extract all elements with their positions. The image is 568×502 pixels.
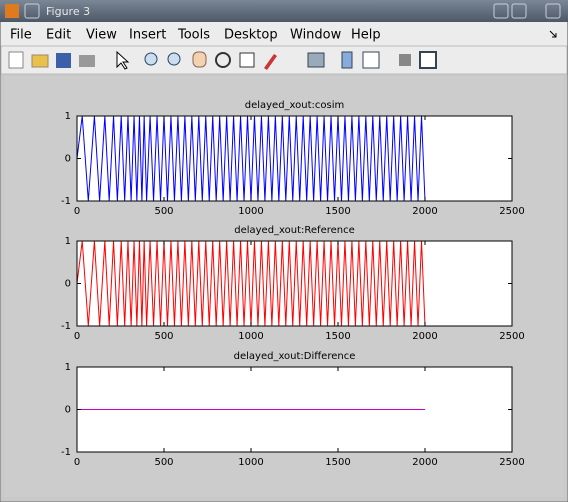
tool-colorbar[interactable]	[341, 51, 353, 69]
tool-rotate[interactable]	[215, 52, 231, 68]
tool-print[interactable]	[79, 55, 95, 67]
x-tick-label: 2000	[412, 206, 437, 217]
tool-zoom-out[interactable]	[167, 52, 181, 66]
tool-new[interactable]	[8, 51, 24, 69]
x-tick-label: 0	[74, 457, 80, 468]
menu-item[interactable]: Tools	[177, 28, 210, 43]
menu-bar	[1, 22, 567, 46]
minimize-button[interactable]	[493, 3, 509, 19]
x-tick-label: 1500	[325, 206, 350, 217]
y-tick-label: 1	[65, 362, 71, 373]
menu-item[interactable]: File	[10, 28, 32, 43]
x-tick-label: 0	[74, 206, 80, 217]
y-tick-label: -1	[61, 321, 71, 332]
y-tick-label: 0	[65, 279, 71, 290]
x-tick-label: 500	[154, 331, 173, 342]
x-tick-label: 1000	[238, 331, 263, 342]
tool-legend[interactable]	[362, 51, 380, 69]
chart-title: delayed_xout:Difference	[234, 351, 356, 362]
tool-show[interactable]	[419, 51, 437, 69]
toolbar-icons	[8, 50, 437, 70]
app-icon	[5, 4, 19, 18]
chart-title: delayed_xout:Reference	[234, 225, 355, 236]
x-tick-label: 1000	[238, 457, 263, 468]
menu-item[interactable]: Edit	[46, 28, 71, 43]
tool-brush[interactable]	[264, 54, 277, 70]
pin-button[interactable]	[24, 3, 40, 19]
menu-item[interactable]: Window	[290, 28, 342, 43]
chart-title: delayed_xout:cosim	[245, 100, 345, 111]
x-tick-label: 2500	[499, 457, 524, 468]
x-tick-label: 2500	[499, 206, 524, 217]
x-tick-label: 500	[154, 457, 173, 468]
y-tick-label: 0	[65, 405, 71, 416]
x-tick-label: 1500	[325, 457, 350, 468]
x-tick-label: 1000	[238, 206, 263, 217]
menu-item[interactable]: Help	[351, 28, 381, 43]
x-tick-label: 2000	[412, 331, 437, 342]
tool-link[interactable]	[307, 52, 325, 68]
close-button[interactable]	[545, 3, 561, 19]
x-tick-label: 500	[154, 206, 173, 217]
tool-open[interactable]	[31, 54, 49, 68]
y-tick-label: 1	[65, 111, 71, 122]
x-tick-label: 2500	[499, 331, 524, 342]
tool-pointer[interactable]	[116, 50, 130, 70]
x-tick-label: 0	[74, 331, 80, 342]
tool-zoom-in[interactable]	[144, 52, 158, 66]
y-tick-label: -1	[61, 447, 71, 458]
dock-arrow[interactable]	[549, 30, 557, 38]
tool-hide[interactable]	[399, 54, 411, 66]
y-tick-label: 0	[65, 154, 71, 165]
toolbar	[0, 45, 568, 75]
menu-item[interactable]: Insert	[129, 28, 166, 43]
x-tick-label: 1500	[325, 331, 350, 342]
menu-item[interactable]: View	[86, 28, 117, 43]
tool-datacursor[interactable]	[239, 52, 255, 68]
title-bar	[0, 0, 568, 22]
menu-item[interactable]: Desktop	[224, 28, 278, 43]
window-title: Figure 3	[46, 5, 90, 18]
x-tick-label: 2000	[412, 457, 437, 468]
y-tick-label: -1	[61, 196, 71, 207]
y-tick-label: 1	[65, 236, 71, 247]
tool-pan[interactable]	[192, 51, 207, 68]
maximize-button[interactable]	[511, 3, 527, 19]
tool-save[interactable]	[56, 53, 71, 68]
